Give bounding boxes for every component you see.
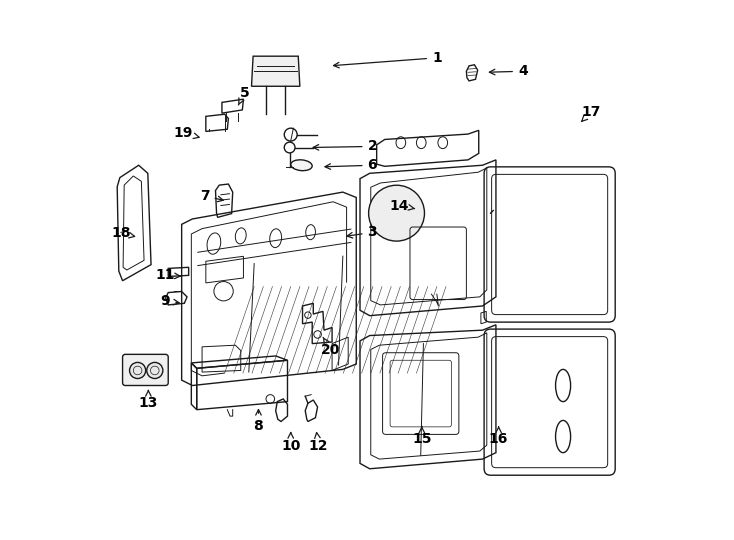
Text: 15: 15 (412, 427, 432, 446)
Text: 8: 8 (254, 409, 264, 433)
Text: 10: 10 (281, 433, 300, 453)
Text: 1: 1 (333, 51, 442, 68)
Text: 17: 17 (581, 105, 601, 122)
Polygon shape (252, 56, 300, 86)
Text: 4: 4 (490, 64, 528, 78)
Text: 12: 12 (309, 433, 328, 453)
Text: 3: 3 (347, 225, 377, 239)
Circle shape (368, 185, 424, 241)
Polygon shape (225, 282, 351, 376)
Text: 16: 16 (489, 427, 509, 446)
Text: 11: 11 (156, 268, 181, 282)
Text: 6: 6 (325, 158, 377, 172)
Text: 7: 7 (200, 189, 223, 203)
Text: 5: 5 (239, 86, 250, 105)
Text: 19: 19 (173, 126, 199, 140)
Text: 14: 14 (390, 199, 415, 213)
Text: 9: 9 (161, 294, 179, 308)
FancyBboxPatch shape (123, 354, 168, 386)
Circle shape (129, 362, 145, 379)
Text: 2: 2 (313, 139, 377, 153)
Text: 13: 13 (139, 390, 158, 410)
Ellipse shape (291, 160, 312, 171)
Text: 20: 20 (321, 338, 340, 356)
Text: 18: 18 (112, 226, 134, 240)
Circle shape (147, 362, 163, 379)
